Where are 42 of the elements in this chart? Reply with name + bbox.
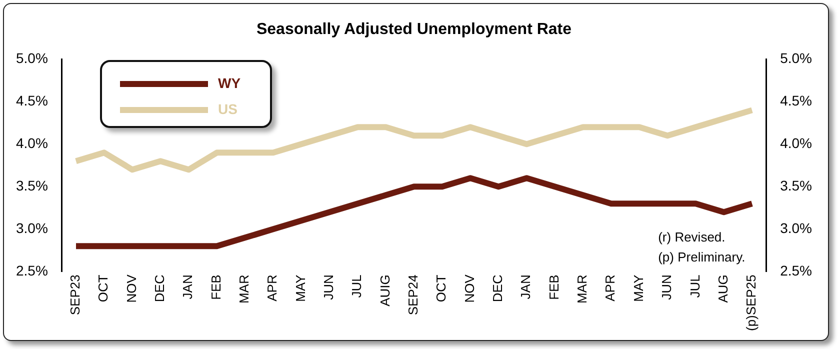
x-tick-label: MAY xyxy=(292,274,308,302)
x-tick-label: AUG xyxy=(715,274,730,303)
x-tick-label: SEP23 xyxy=(68,274,83,316)
y2-tick-label: 3.5% xyxy=(780,178,812,194)
y-tick-label: 4.5% xyxy=(16,92,48,109)
x-tick-label: APR xyxy=(602,274,618,302)
x-tick-label: NOV xyxy=(462,274,477,303)
x-tick-label: JUL xyxy=(349,274,364,298)
y-tick-label: 4.0% xyxy=(16,135,48,152)
x-tick-label: MAR xyxy=(574,274,590,304)
x-tick-label: DEC xyxy=(490,274,506,302)
x-tick-label: SEP24 xyxy=(406,274,421,316)
x-tick-label: MAR xyxy=(236,274,252,304)
chart-title: Seasonally Adjusted Unemployment Rate xyxy=(256,21,572,38)
x-tick-label: APR xyxy=(264,274,280,302)
annotation: (r) Revised. xyxy=(658,230,726,245)
x-tick-label: (p)SEP25 xyxy=(744,274,759,332)
x-tick-label: OCT xyxy=(434,274,449,302)
x-tick-label: FEB xyxy=(546,274,562,300)
y-tick-label: 3.5% xyxy=(16,178,48,194)
x-tick-label: AUIG xyxy=(377,274,392,306)
x-tick-label: MAY xyxy=(630,274,646,302)
text: WY xyxy=(218,74,242,91)
y2-tick-label: 4.5% xyxy=(780,92,812,109)
x-tick-label: OCT xyxy=(96,274,111,302)
x-tick-label: FEB xyxy=(208,274,224,300)
y2-tick-label: 5.0% xyxy=(780,50,812,66)
y-tick-label: 3.0% xyxy=(16,220,48,236)
x-tick-label: JAN xyxy=(180,274,196,300)
y-tick-label: 5.0% xyxy=(16,50,48,66)
x-tick-label: DEC xyxy=(152,274,168,302)
text: US xyxy=(218,100,238,117)
x-tick-label: JUN xyxy=(659,274,674,300)
y2-tick-label: 3.0% xyxy=(780,220,812,236)
y2-tick-label: 2.5% xyxy=(780,262,812,278)
annotation: (p) Preliminary. xyxy=(658,250,746,265)
x-tick-label: JUN xyxy=(321,274,336,300)
x-tick-label: JUL xyxy=(687,274,702,298)
x-tick-label: NOV xyxy=(124,274,139,303)
y-tick-label: 2.5% xyxy=(16,262,48,278)
x-tick-label: JAN xyxy=(518,274,534,300)
y2-tick-label: 4.0% xyxy=(780,135,812,152)
